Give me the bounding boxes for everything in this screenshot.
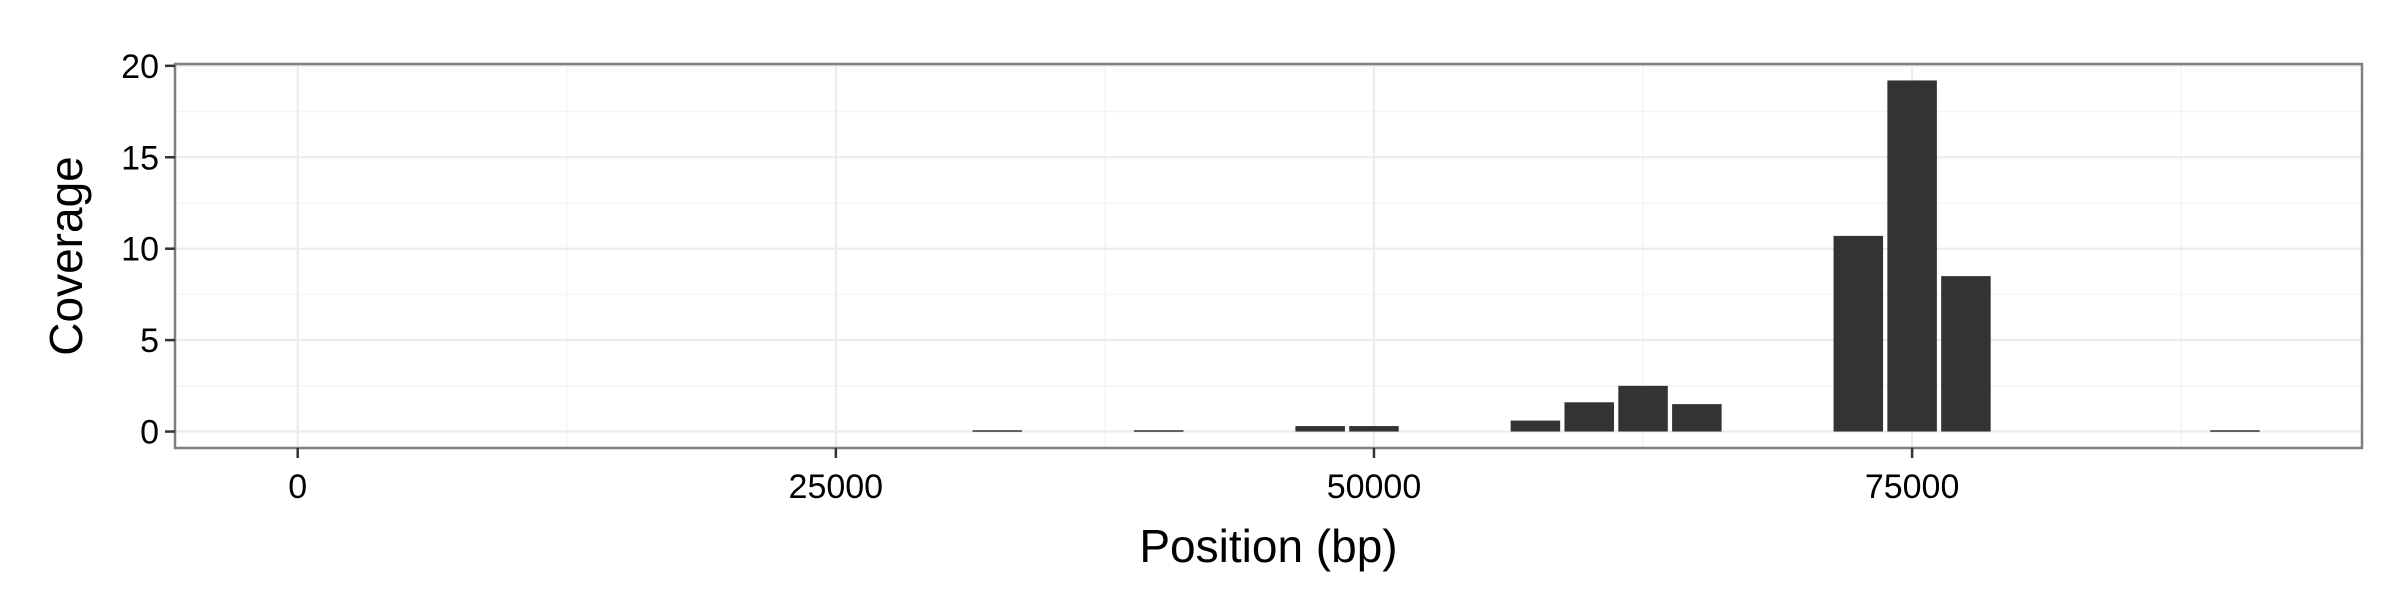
x-axis-tick-labels: 0 25000 50000 75000 [288, 468, 1959, 506]
coverage-bar [1833, 235, 1884, 432]
coverage-bar [1510, 420, 1561, 432]
y-tick-label: 5 [140, 322, 159, 360]
minor-gridlines [175, 64, 2362, 448]
coverage-bar [1941, 276, 1991, 432]
y-tick-label: 20 [121, 48, 159, 86]
coverage-bar [1618, 385, 1668, 432]
y-tick-label: 15 [121, 139, 159, 177]
axis-ticks [165, 64, 1914, 458]
x-tick-label: 75000 [1865, 468, 1960, 506]
coverage-bar [1887, 80, 1937, 432]
x-tick-label: 50000 [1327, 468, 1422, 506]
coverage-bar [1564, 402, 1614, 432]
major-gridlines [175, 64, 2362, 448]
coverage-bar [1672, 404, 1722, 432]
coverage-bar [2210, 430, 2260, 432]
coverage-bar [972, 430, 1023, 432]
x-tick-label: 0 [288, 468, 307, 506]
plot-panel-border [173, 62, 2364, 450]
y-tick-label: 10 [121, 231, 159, 269]
coverage-bar [1349, 426, 1399, 432]
y-axis-title: Coverage [40, 156, 92, 355]
coverage-bar [1295, 426, 1345, 432]
bars [972, 80, 2260, 432]
x-tick-label: 25000 [789, 468, 884, 506]
x-axis-title: Position (bp) [1139, 520, 1397, 572]
y-axis-tick-labels: 0 5 10 15 20 [121, 48, 159, 452]
y-tick-label: 0 [140, 414, 159, 452]
coverage-bar [1133, 430, 1184, 432]
